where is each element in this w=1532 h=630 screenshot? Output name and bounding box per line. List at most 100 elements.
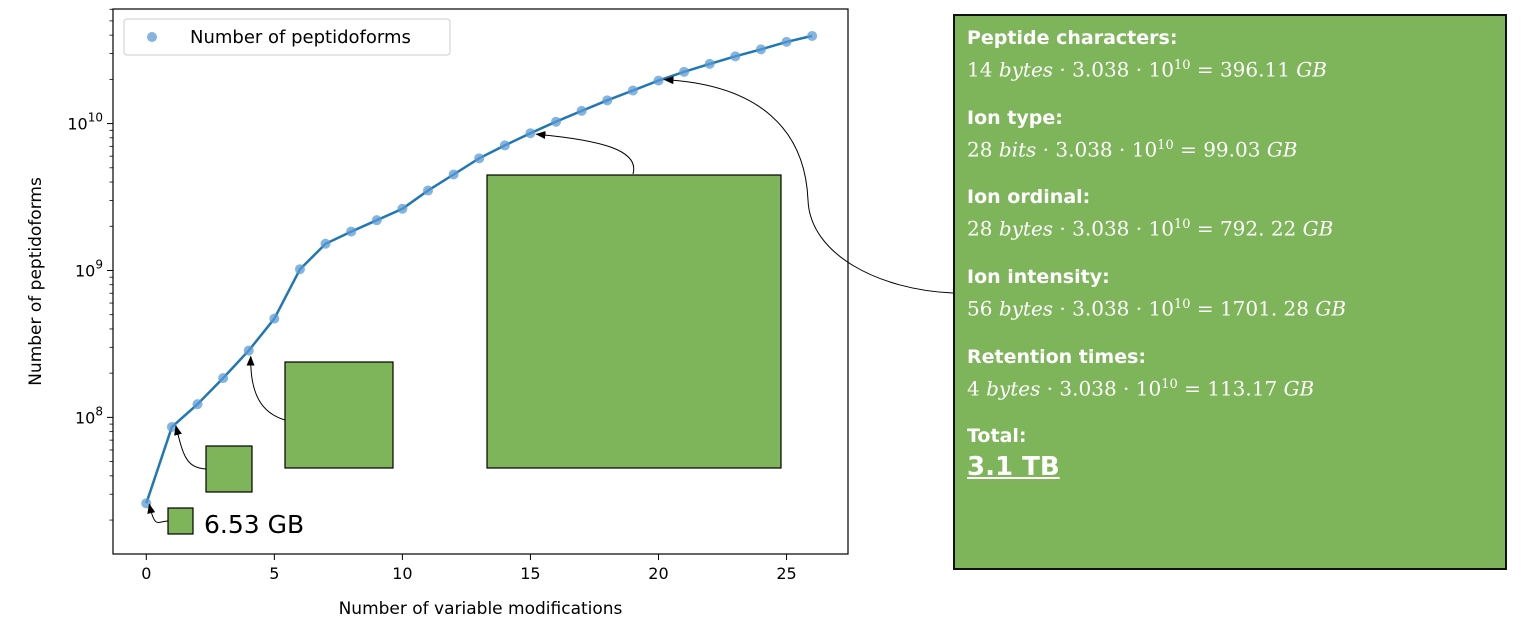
legend-label: Number of peptidoforms	[190, 27, 411, 48]
formula-result: = 396.11	[1190, 57, 1297, 82]
formula-unit: bytes	[998, 216, 1054, 241]
formula-base: 10	[1148, 57, 1174, 82]
x-tick-label: 20	[648, 564, 668, 583]
formula-unit: bits	[998, 137, 1037, 162]
data-point	[499, 140, 510, 151]
formula-result: = 99.03	[1173, 137, 1267, 162]
y-tick-label: 109	[75, 257, 103, 280]
formula-base: 10	[1148, 296, 1174, 321]
formula-result-unit: GB	[1315, 296, 1347, 321]
size-box	[486, 174, 782, 469]
formula-unit: bytes	[986, 376, 1041, 401]
callout-arrow	[663, 76, 954, 294]
formula-factor: · 3.038 ·	[1040, 376, 1136, 401]
data-point	[627, 85, 638, 96]
callout-arrow	[174, 425, 207, 470]
data-point	[294, 264, 305, 275]
size-annotation-label: 6.53 GB	[204, 510, 304, 539]
x-tick-label: 10	[392, 564, 412, 583]
data-point	[525, 128, 536, 139]
formula-quantity: 28	[967, 137, 999, 162]
data-point	[653, 75, 664, 86]
breakdown-heading: Retention times:	[967, 345, 1146, 368]
size-box	[205, 445, 253, 493]
x-tick-label: 5	[269, 564, 279, 583]
data-point	[474, 153, 485, 164]
data-point	[448, 169, 459, 180]
breakdown-item: Ion intensity: 56 bytes · 3.038 · 1010 = …	[967, 265, 1493, 324]
formula-exponent: 10	[1173, 58, 1191, 73]
formula-factor: · 3.038 ·	[1053, 296, 1149, 321]
legend-box	[123, 18, 451, 56]
formula-factor: · 3.038 ·	[1053, 216, 1149, 241]
x-axis-title: Number of variable modifications	[339, 599, 623, 619]
size-box	[167, 507, 194, 535]
formula-result-unit: GB	[1266, 137, 1298, 162]
formula-base: 10	[1148, 216, 1174, 241]
breakdown-formula: 28 bits · 3.038 · 1010 = 99.03 GB	[967, 131, 1493, 165]
formula-factor: · 3.038 ·	[1053, 57, 1149, 82]
formula-result: = 113.17	[1177, 376, 1284, 401]
formula-quantity: 14	[967, 57, 999, 82]
y-tick-label: 1010	[67, 111, 103, 134]
formula-exponent: 10	[1161, 376, 1178, 392]
formula-exponent: 10	[1173, 217, 1191, 233]
formula-base: 10	[1131, 137, 1158, 162]
breakdown-heading: Ion type:	[967, 106, 1063, 129]
x-tick-label: 25	[776, 564, 796, 583]
formula-quantity: 4	[967, 376, 987, 401]
formula-result: = 792. 22	[1190, 216, 1303, 241]
formula-unit: bytes	[998, 296, 1054, 321]
data-point	[218, 373, 229, 384]
breakdown-item: Peptide characters: 14 bytes · 3.038 · 10…	[967, 26, 1493, 85]
total-value: 3.1 TB	[967, 452, 1060, 483]
data-point	[781, 36, 792, 47]
storage-breakdown-panel: Peptide characters: 14 bytes · 3.038 · 10…	[953, 14, 1507, 570]
data-point	[192, 399, 203, 410]
callout-arrow	[147, 503, 169, 523]
y-tick-label: 108	[75, 404, 103, 427]
x-tick-label: 15	[520, 564, 540, 583]
breakdown-item: Ion type: 28 bits · 3.038 · 1010 = 99.03 …	[967, 106, 1493, 165]
formula-base: 10	[1135, 376, 1162, 401]
data-point	[602, 95, 613, 106]
data-point	[371, 215, 382, 226]
breakdown-heading: Ion ordinal:	[967, 186, 1091, 209]
data-point	[397, 203, 408, 214]
data-point	[243, 345, 254, 356]
data-point	[346, 226, 357, 237]
breakdown-formula: 56 bytes · 3.038 · 1010 = 1701. 28 GB	[967, 290, 1493, 324]
data-point	[755, 44, 766, 55]
breakdown-heading: Peptide characters:	[967, 27, 1178, 49]
total-heading: Total:	[967, 425, 1027, 448]
total-block: Total: 3.1 TB	[967, 424, 1493, 485]
breakdown-item: Retention times: 4 bytes · 3.038 · 1010 =…	[967, 345, 1493, 404]
formula-exponent: 10	[1157, 137, 1174, 153]
data-point	[320, 238, 331, 249]
y-axis-title: Number of peptidoforms	[26, 177, 46, 386]
size-box	[284, 361, 394, 469]
breakdown-list: Peptide characters: 14 bytes · 3.038 · 10…	[967, 26, 1493, 403]
plot-frame	[112, 8, 849, 555]
data-point	[704, 58, 715, 69]
data-point	[807, 30, 818, 41]
breakdown-item: Ion ordinal: 28 bytes · 3.038 · 1010 = 79…	[967, 185, 1493, 244]
formula-result-unit: GB	[1283, 376, 1315, 401]
formula-factor: · 3.038 ·	[1036, 137, 1132, 162]
formula-result-unit: GB	[1296, 57, 1327, 82]
breakdown-formula: 28 bytes · 3.038 · 1010 = 792. 22 GB	[967, 210, 1493, 244]
data-point	[679, 66, 690, 77]
data-point	[576, 105, 587, 116]
data-point	[551, 116, 562, 127]
formula-result: = 1701. 28	[1190, 296, 1316, 321]
data-point	[730, 51, 741, 62]
formula-unit: bytes	[998, 57, 1054, 82]
data-point	[166, 422, 177, 433]
formula-exponent: 10	[1173, 296, 1191, 312]
legend-marker	[147, 32, 157, 42]
formula-quantity: 56	[967, 296, 999, 321]
x-tick-label: 0	[141, 564, 151, 583]
breakdown-heading: Ion intensity:	[967, 265, 1110, 288]
callout-arrow	[535, 131, 635, 175]
